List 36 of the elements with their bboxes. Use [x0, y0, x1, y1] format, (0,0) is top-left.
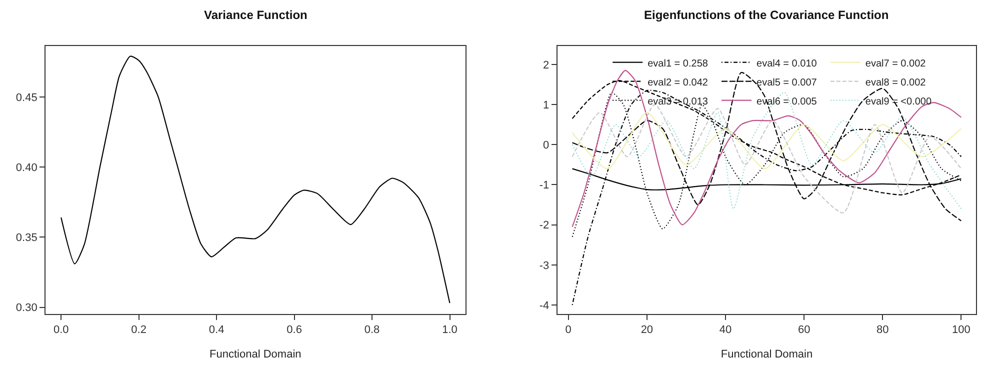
y-tick-label: 2 [543, 59, 550, 72]
y-tick-label: -4 [539, 300, 550, 312]
x-tick-label: 80 [876, 324, 889, 336]
x-tick-label: 0.6 [286, 324, 302, 336]
chart-title: Variance Function [204, 8, 308, 22]
x-tick-label: 0 [565, 324, 572, 336]
y-tick-label: 0.40 [16, 162, 38, 174]
y-tick-label: 0.35 [16, 232, 38, 244]
x-axis-title: Functional Domain [210, 348, 302, 360]
x-tick-label: 0.4 [208, 324, 224, 336]
y-tick-label: -3 [539, 260, 550, 272]
y-tick-label: 0.30 [16, 302, 38, 314]
legend-label: eval8 = 0.002 [865, 77, 926, 88]
x-tick-label: 0.0 [53, 324, 69, 336]
legend-label: eval4 = 0.010 [756, 58, 818, 70]
x-tick-label: 0.8 [364, 324, 380, 336]
x-tick-label: 1.0 [442, 324, 458, 336]
y-tick-label: -1 [539, 180, 550, 192]
legend-label: eval1 = 0.258 [648, 58, 708, 70]
y-tick-label: 0.45 [16, 92, 38, 104]
x-axis-title: Functional Domain [720, 348, 813, 360]
legend-label: eval7 = 0.002 [865, 58, 926, 70]
legend-label: eval2 = 0.042 [648, 77, 708, 88]
line-series [572, 112, 962, 170]
legend-label: eval5 = 0.007 [756, 77, 818, 88]
y-tick-label: 1 [543, 99, 550, 112]
x-tick-label: 60 [798, 324, 810, 336]
x-tick-label: 100 [952, 324, 970, 336]
x-tick-label: 40 [719, 324, 732, 336]
line-series [60, 56, 450, 304]
x-tick-label: 20 [640, 324, 654, 336]
legend-label: eval9 = <0.000 [865, 96, 932, 108]
chart-title: Eigenfunctions of the Covariance Function [644, 8, 889, 22]
y-tick-label: -2 [539, 220, 550, 232]
y-tick-label: 0 [543, 139, 550, 152]
x-tick-label: 0.2 [131, 324, 146, 336]
